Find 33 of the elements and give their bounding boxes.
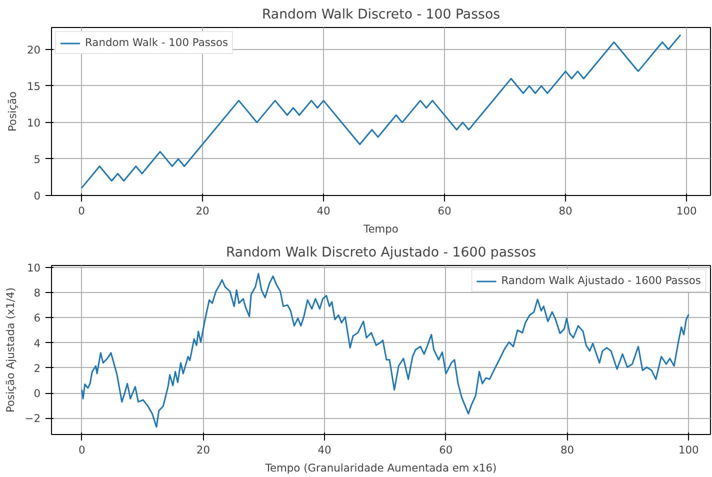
- line-series: [80, 34, 682, 189]
- x-tick-label: 0: [78, 444, 86, 456]
- x-tick-label: 60: [439, 444, 453, 456]
- x-tick-label: 80: [560, 444, 574, 456]
- x-tick-label: 100: [676, 204, 697, 218]
- y-tick-label: 4: [34, 336, 41, 350]
- x-tick-label: 60: [438, 204, 452, 218]
- y-tick-label: 10: [26, 261, 41, 274]
- x-tick-label: 40: [318, 444, 332, 456]
- y-tick-label: 6: [34, 312, 41, 325]
- x-axis-title: Tempo (Granularidade Aumentada em x16): [264, 462, 497, 474]
- y-tick-label: 15: [26, 80, 41, 93]
- y-tick-label: 5: [34, 152, 40, 166]
- y-tick-label: 20: [26, 43, 41, 56]
- legend-label: Random Walk Ajustado - 1600 Passos: [501, 274, 701, 287]
- y-tick-label: −2: [24, 412, 41, 426]
- x-axis-title: Tempo: [362, 222, 398, 236]
- y-tick-label: 8: [34, 286, 41, 300]
- x-tick-label: 80: [558, 204, 573, 218]
- x-tick-label: 40: [316, 204, 331, 218]
- chart-title: Random Walk Discreto Ajustado - 1600 passos: [226, 246, 536, 260]
- y-tick-label: 10: [26, 116, 41, 130]
- y-axis-title: Posição: [6, 91, 19, 132]
- y-tick-label: 0: [34, 387, 41, 400]
- y-tick-label: 2: [34, 362, 40, 375]
- x-tick-label: 0: [78, 204, 86, 218]
- y-axis-title: Posição Ajustada (x1/4): [4, 287, 17, 413]
- legend-label: Random Walk - 100 Passos: [85, 36, 228, 49]
- chart-title: Random Walk Discreto - 100 Passos: [262, 8, 500, 22]
- y-tick-label: 0: [34, 190, 41, 202]
- x-tick-label: 20: [196, 204, 210, 218]
- x-tick-label: 100: [678, 444, 700, 456]
- x-tick-label: 20: [196, 444, 210, 456]
